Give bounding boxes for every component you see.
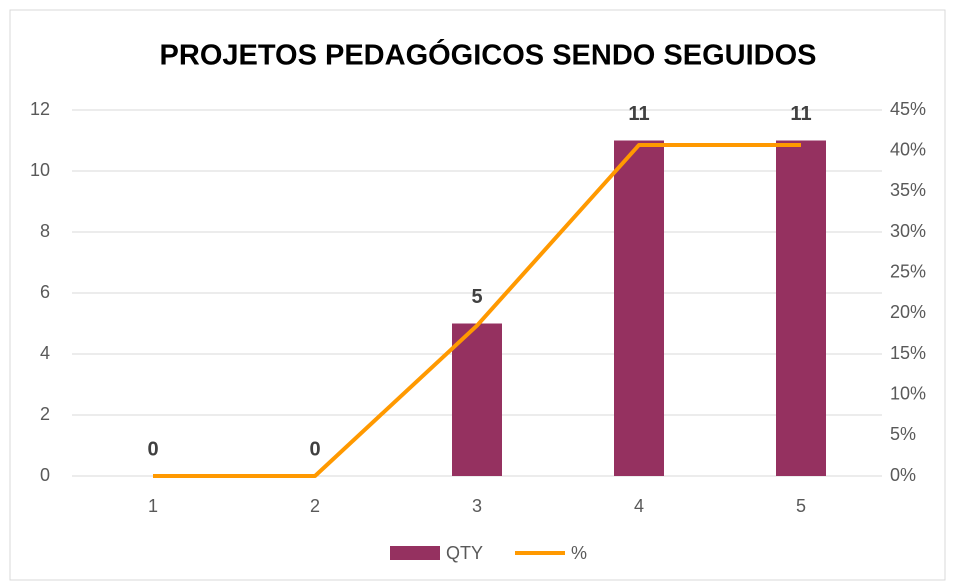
y-tick-label: 10 [30,160,50,180]
y2-tick-label: 45% [890,99,926,119]
y2-tick-label: 20% [890,302,926,322]
y2-tick-label: 15% [890,343,926,363]
y2-tick-label: 35% [890,180,926,200]
data-label: 11 [790,103,811,125]
legend-label: QTY [446,543,483,563]
y2-tick-label: 40% [890,139,926,159]
x-tick-label: 2 [310,496,320,516]
y2-tick-label: 25% [890,261,926,281]
x-tick-label: 4 [634,496,644,516]
y-tick-label: 6 [40,282,50,302]
y-tick-label: 4 [40,343,50,363]
data-label: 0 [309,438,320,460]
bar [452,323,502,476]
y2-tick-label: 5% [890,424,916,444]
legend-label: % [571,543,587,563]
line [153,142,801,478]
y-tick-label: 2 [40,404,50,424]
y2-tick-label: 30% [890,221,926,241]
x-tick-label: 1 [148,496,158,516]
data-label: 11 [628,103,649,125]
y-tick-label: 8 [40,221,50,241]
x-tick-label: 5 [796,496,806,516]
legend-swatch [390,546,440,560]
data-label: 5 [471,286,482,308]
y-tick-label: 0 [40,465,50,485]
y2-tick-label: 0% [890,465,916,485]
bar [776,140,826,476]
y2-tick-label: 10% [890,383,926,403]
x-tick-label: 3 [472,496,482,516]
chart-title: PROJETOS PEDAGÓGICOS SENDO SEGUIDOS [160,38,817,72]
data-label: 0 [147,438,158,460]
y-tick-label: 12 [30,99,50,119]
bar [614,140,664,476]
